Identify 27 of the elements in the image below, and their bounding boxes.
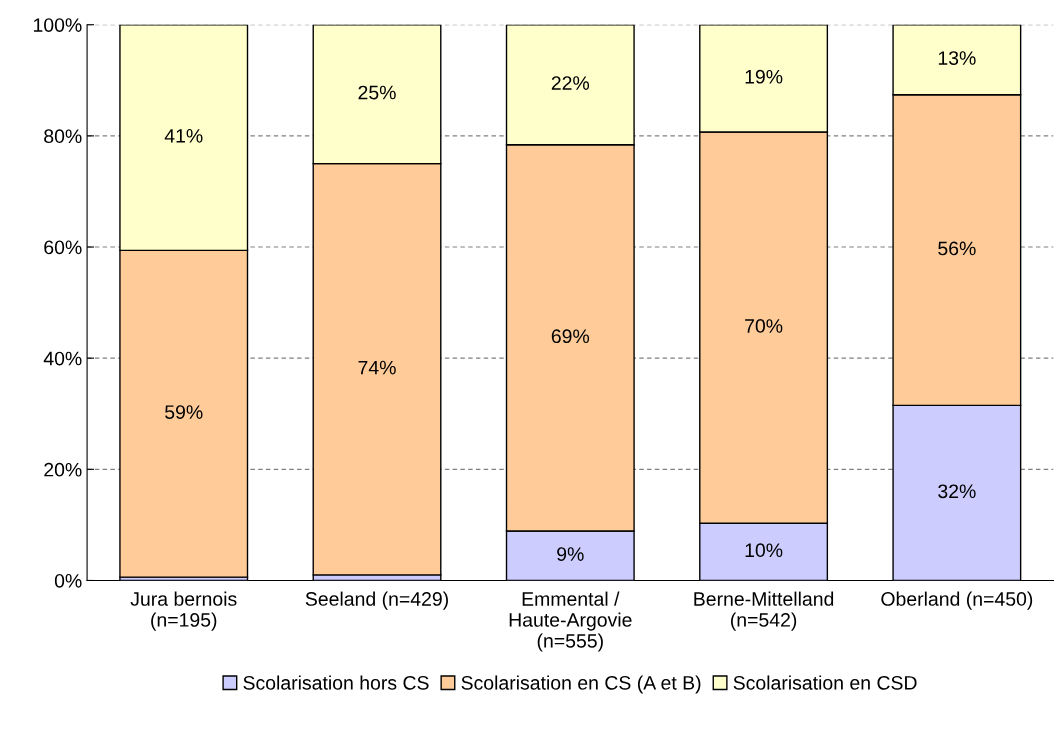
data-label: 70% (745, 319, 783, 333)
y-tick-label: 40% (43, 351, 82, 366)
data-label: 59% (165, 405, 203, 419)
data-label: 22% (551, 76, 590, 90)
legend-label: Scolarisation en CSD (733, 675, 917, 690)
data-label: 9% (557, 547, 584, 561)
data-label: 69% (551, 329, 590, 344)
x-tick-label: Berne-Mittelland (n=542) (694, 591, 834, 631)
y-tick-label: 100% (33, 18, 82, 32)
data-label: 19% (745, 69, 783, 84)
legend-label: Scolarisation en CS (A et B) (461, 675, 701, 694)
data-label: 56% (938, 241, 976, 256)
data-label: 32% (938, 484, 976, 499)
y-tick-label: 20% (44, 462, 82, 477)
data-label: 41% (164, 129, 203, 143)
x-tick-label: Seeland (n=429) (305, 591, 448, 610)
data-label: 10% (745, 543, 783, 558)
data-label: 13% (938, 51, 976, 65)
y-tick-label: 80% (44, 129, 82, 144)
x-tick-label: Emmental / Haute-Argovie (n=555) (509, 591, 632, 652)
x-tick-label: Oberland (n=450) (881, 591, 1033, 610)
x-tick-label: Jura bernois (n=195) (130, 591, 237, 631)
legend-label: Scolarisation hors CS (243, 675, 429, 690)
data-label: 25% (358, 85, 396, 100)
y-tick-label: 60% (44, 240, 82, 255)
data-label: 74% (358, 360, 396, 375)
y-tick-label: 0% (54, 573, 82, 588)
